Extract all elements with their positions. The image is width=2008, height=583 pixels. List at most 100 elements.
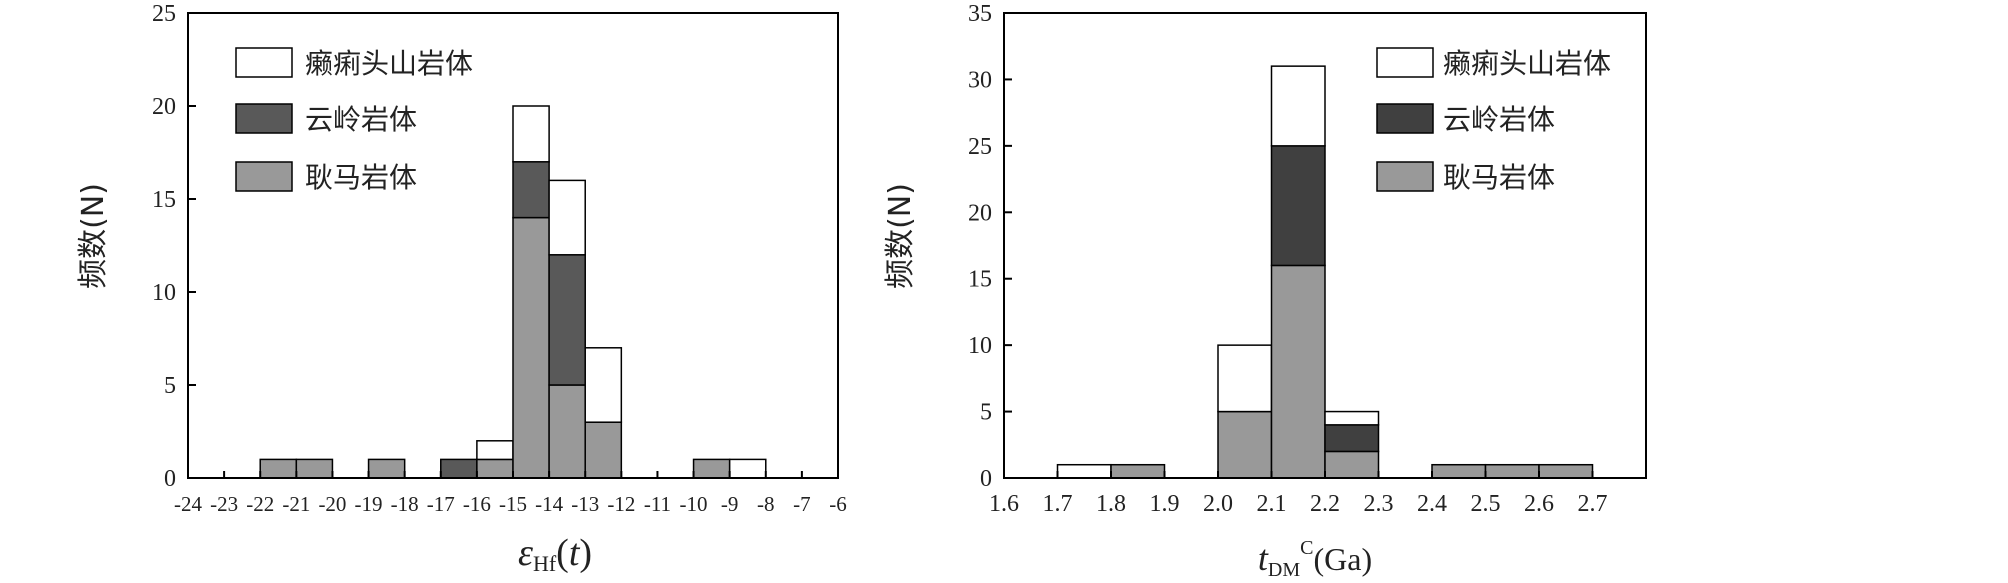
bar-segment <box>440 458 478 479</box>
bar-segment <box>548 254 586 386</box>
bar-segment <box>1431 463 1487 479</box>
x-tick-label: -11 <box>644 492 671 516</box>
y-tick-label: 10 <box>152 280 176 306</box>
y-tick-label: 35 <box>968 1 992 27</box>
chart1-xlabel-paren-open: ( <box>556 532 569 574</box>
legend-swatch <box>235 103 293 134</box>
x-tick-label: -19 <box>355 492 383 516</box>
x-tick-label: 2.0 <box>1203 491 1233 517</box>
legend-swatch <box>1376 103 1434 134</box>
y-tick-label: 0 <box>980 466 992 492</box>
legend-label: 癞痢头山岩体 <box>305 47 473 80</box>
x-tick-label: -22 <box>246 492 274 516</box>
chart1-xlabel-var: t <box>569 532 581 574</box>
x-tick-label: 1.6 <box>989 491 1019 517</box>
bar-segment <box>584 347 623 423</box>
bar-segment <box>512 161 550 219</box>
bar-segment <box>476 440 514 461</box>
chart1-x-axis-label: εHf(t) <box>518 532 592 576</box>
x-tick-label: -8 <box>757 492 775 516</box>
chart-tdm-histogram: 0 5 10 15 20 25 30 35 1.6 1.7 1.8 1.9 2.0 2.1 2.2 2.3 2… <box>883 1 1647 581</box>
x-tick-label: -20 <box>318 492 346 516</box>
legend-swatch <box>1376 161 1434 192</box>
bar-segment <box>1270 264 1326 479</box>
x-tick-label: 2.5 <box>1471 491 1501 517</box>
bar-segment <box>548 179 586 256</box>
x-tick-label: -12 <box>607 492 635 516</box>
bar-segment <box>584 421 623 479</box>
bar-segment <box>259 458 298 479</box>
chart2-y-axis: 0 5 10 15 20 25 30 35 <box>968 1 1012 492</box>
legend-label: 云岭岩体 <box>305 103 417 136</box>
x-tick-label: 2.1 <box>1257 491 1287 517</box>
x-tick-label: -16 <box>463 492 491 516</box>
legend-label: 云岭岩体 <box>1443 103 1555 136</box>
x-tick-label: -9 <box>721 492 739 516</box>
x-tick-label: 1.8 <box>1096 491 1126 517</box>
chart1-bars <box>259 105 767 479</box>
x-tick-label: -17 <box>427 492 455 516</box>
y-tick-label: 5 <box>980 400 992 426</box>
y-tick-label: 15 <box>152 187 176 213</box>
bar-segment <box>476 458 514 479</box>
chart2-x-axis-label: tDMC(Ga) <box>1258 537 1372 581</box>
x-tick-label: -18 <box>391 492 419 516</box>
bar-segment <box>1324 424 1380 453</box>
x-tick-label: -14 <box>535 492 563 516</box>
bar-segment <box>1538 463 1594 479</box>
bar-segment <box>1270 145 1326 267</box>
x-tick-label: -23 <box>210 492 238 516</box>
bar-segment <box>548 384 586 479</box>
chart1-y-axis: 0 5 10 15 20 25 <box>152 1 196 492</box>
chart1-xlabel-epsilon: ε <box>518 532 533 574</box>
bar-segment <box>1270 65 1326 147</box>
bar-segment <box>512 105 550 163</box>
bar-segment <box>1217 344 1273 413</box>
y-tick-label: 25 <box>968 134 992 160</box>
chart1-y-axis-label: 频数(N) <box>76 183 111 289</box>
bar-segment <box>728 458 767 479</box>
chart1-xlabel-sub: Hf <box>533 551 557 576</box>
chart-ehf-histogram: 0 5 10 15 20 25 -24 -23 -22 -21 -20 -19 -18 -17 -16 -1… <box>76 1 847 576</box>
bar-segment <box>512 216 550 479</box>
legend-swatch <box>235 161 293 192</box>
bar-segment <box>1324 410 1380 426</box>
x-tick-label: 2.4 <box>1417 491 1447 517</box>
x-tick-label: -21 <box>282 492 310 516</box>
legend-swatch <box>235 47 293 78</box>
x-tick-label: -7 <box>793 492 811 516</box>
bar-segment <box>1217 410 1273 479</box>
legend-label: 耿马岩体 <box>1443 161 1555 194</box>
bar-segment <box>295 458 334 479</box>
chart2-x-axis: 1.6 1.7 1.8 1.9 2.0 2.1 2.2 2.3 2.4 2.5 2.6 2.7 <box>989 471 1608 517</box>
chart2-xlabel-t: t <box>1258 538 1269 578</box>
y-tick-label: 25 <box>152 1 176 27</box>
bar-segment <box>1056 463 1112 479</box>
bar-segment <box>1110 463 1166 479</box>
x-tick-label: 2.2 <box>1310 491 1340 517</box>
chart1-xlabel-paren-close: ) <box>579 532 592 574</box>
bar-segment <box>1484 463 1540 479</box>
x-tick-label: -15 <box>499 492 527 516</box>
chart2-xlabel-sub: DM <box>1268 559 1300 581</box>
y-tick-label: 0 <box>164 466 176 492</box>
bar-segment <box>367 458 406 479</box>
chart1-x-axis: -24 -23 -22 -21 -20 -19 -18 -17 -16 -15 -14 -13 -12-… <box>174 471 847 516</box>
chart2-y-axis-label: 频数(N) <box>883 183 918 289</box>
y-tick-label: 5 <box>164 373 176 399</box>
x-tick-label: 2.3 <box>1364 491 1394 517</box>
x-tick-label: 1.7 <box>1043 491 1073 517</box>
x-tick-label: 2.6 <box>1524 491 1554 517</box>
x-tick-label: 1.9 <box>1150 491 1180 517</box>
y-tick-label: 30 <box>968 67 992 93</box>
bar-segment <box>692 458 731 479</box>
chart2-xlabel-unit: (Ga) <box>1313 541 1372 577</box>
y-tick-label: 15 <box>968 267 992 293</box>
x-tick-label: -24 <box>174 492 202 516</box>
x-tick-label: 2.7 <box>1578 491 1608 517</box>
x-tick-label: -6 <box>829 492 847 516</box>
legend-label: 癞痢头山岩体 <box>1443 47 1611 80</box>
